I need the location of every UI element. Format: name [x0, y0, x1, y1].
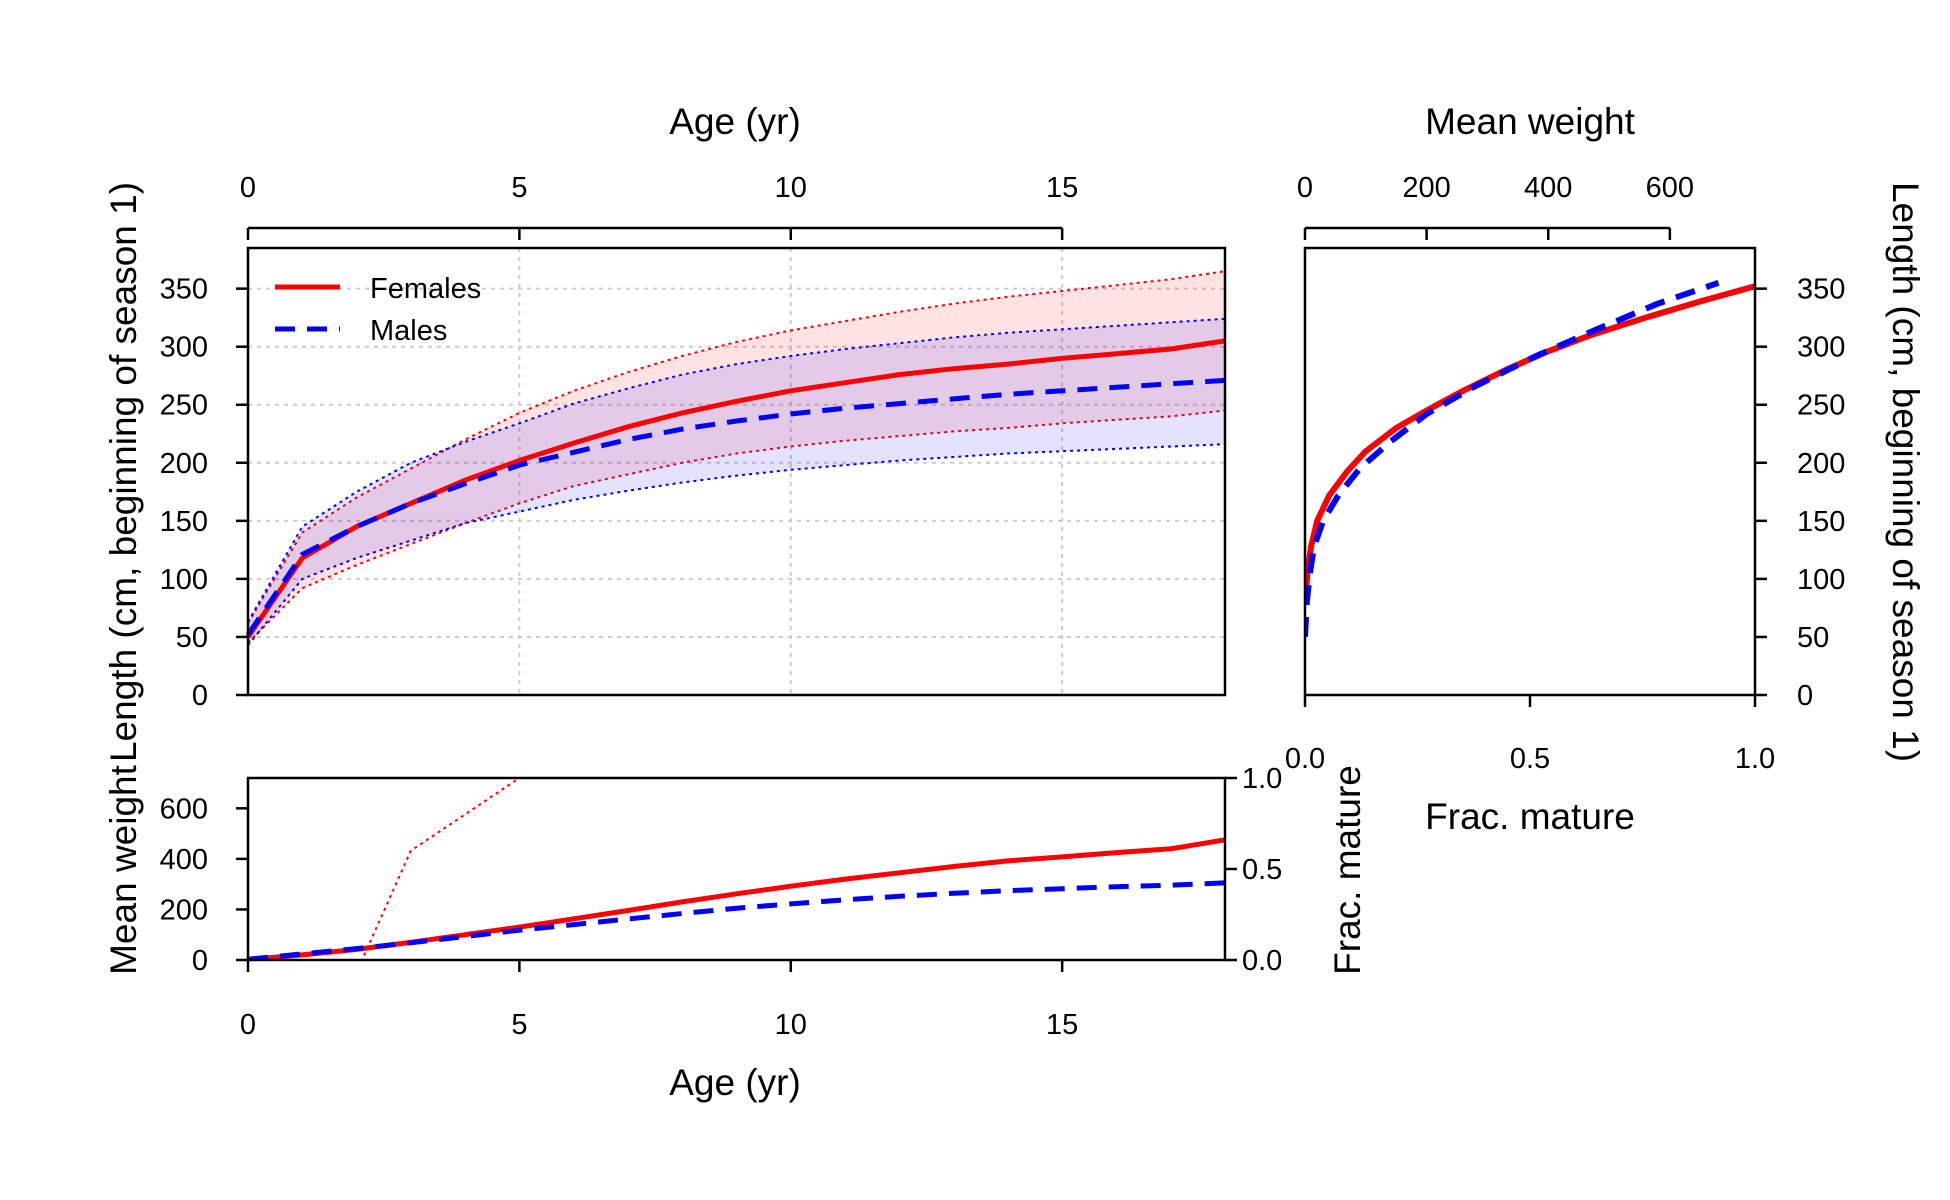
- left-y-tick-label-50: 50: [176, 622, 208, 654]
- length-weight-plot-frame: [1303, 246, 1757, 697]
- bottom-x-tick-label-5: 5: [511, 1009, 527, 1041]
- weight-maturity-panel: 0 5 10 15 0 200 400 600 0.0 0.5 1.0 Age (yr) Mean …: [103, 763, 1368, 1103]
- females-length-line: [245, 338, 1226, 639]
- top-x-tick-label-5: 5: [511, 172, 527, 204]
- left-y-tick-label-250: 250: [160, 390, 208, 422]
- maturity-bottom-tick-label-0.5: 0.5: [1510, 743, 1550, 775]
- weight-y-tick-label-200: 200: [160, 894, 208, 926]
- weight-plot-frame: [246, 776, 1227, 962]
- weight-panel-xlabel: Age (yr): [669, 1062, 801, 1103]
- legend-females-label: Females: [370, 273, 481, 305]
- weight-y-tick-label-600: 600: [160, 793, 208, 825]
- females-lower-bound-line: [247, 409, 1226, 644]
- series-line-0: [248, 837, 1225, 960]
- length-weight-top-xlabel: Mean weight: [1425, 101, 1636, 142]
- length-weight-bottom-xlabel: Frac. mature: [1425, 796, 1635, 837]
- maturity-bottom-tick-label-0.0: 0.0: [1285, 743, 1325, 775]
- males-upper-bound-line: [247, 317, 1226, 623]
- length-plot-frame: [246, 246, 1227, 697]
- maturity-y-tick-label-0.5: 0.5: [1242, 854, 1282, 886]
- left-y-tick-label-150: 150: [160, 506, 208, 538]
- females-length-weight-line: [1305, 283, 1755, 603]
- length-weight-ticks: 0 200 400 600 0.0 0.5 1.0 0 50 100 150 200 250 300 350: [1285, 172, 1846, 775]
- weight-panel-ylabel: Mean weight: [103, 764, 144, 975]
- left-y-tick-label-350: 350: [160, 274, 208, 306]
- weight-top-tick-label-400: 400: [1524, 172, 1572, 204]
- maturity-y-tick-label-1.0: 1.0: [1242, 763, 1282, 795]
- right-y-tick-label-150: 150: [1797, 506, 1845, 538]
- left-y-tick-label-200: 200: [160, 448, 208, 480]
- maturity-y-tick-label-0.0: 0.0: [1242, 945, 1282, 977]
- legend: Females Males: [275, 273, 481, 347]
- left-y-tick-label-100: 100: [160, 564, 208, 596]
- series-line-1: [248, 880, 1225, 960]
- length-panel-top-xlabel: Age (yr): [669, 101, 801, 142]
- weight-y-tick-label-0: 0: [192, 945, 208, 977]
- males-length-line: [245, 377, 1226, 637]
- left-y-tick-label-0: 0: [192, 680, 208, 712]
- length-lines: [245, 338, 1226, 639]
- males-length-weight-line: [1305, 279, 1720, 638]
- maturity-panel-ylabel: Frac. mature: [1327, 765, 1368, 975]
- weight-y-tick-label-400: 400: [160, 844, 208, 876]
- right-y-tick-label-100: 100: [1797, 564, 1845, 596]
- series-line-2: [248, 778, 520, 960]
- length-weight-panel: 0 200 400 600 0.0 0.5 1.0 0 50 100 150 200 250 300 350…: [1285, 101, 1926, 837]
- males-interval-band: [248, 318, 1225, 646]
- right-y-tick-label-0: 0: [1797, 680, 1813, 712]
- weight-top-tick-label-0: 0: [1297, 172, 1313, 204]
- right-y-tick-label-200: 200: [1797, 448, 1845, 480]
- length-panel-ylabel: Length (cm, beginning of season 1): [103, 182, 144, 762]
- right-y-tick-label-50: 50: [1797, 622, 1829, 654]
- left-y-tick-label-300: 300: [160, 332, 208, 364]
- males-lower-bound-line: [247, 443, 1226, 646]
- legend-males-label: Males: [370, 315, 447, 347]
- weight-maturity-lines: [248, 778, 1225, 960]
- bottom-x-tick-label-0: 0: [240, 1009, 256, 1041]
- right-y-tick-label-300: 300: [1797, 332, 1845, 364]
- bottom-x-tick-label-10: 10: [775, 1009, 807, 1041]
- bottom-x-tick-label-15: 15: [1046, 1009, 1078, 1041]
- top-x-tick-label-0: 0: [240, 172, 256, 204]
- right-y-tick-label-350: 350: [1797, 274, 1845, 306]
- right-y-tick-label-250: 250: [1797, 390, 1845, 422]
- weight-top-tick-label-200: 200: [1402, 172, 1450, 204]
- weight-ticks: 0 5 10 15 0 200 400 600 0.0 0.5 1.0: [160, 763, 1283, 1041]
- length-weight-right-ylabel: Length (cm, beginning of season 1): [1885, 182, 1926, 762]
- females-upper-bound-line: [247, 270, 1226, 624]
- top-x-tick-label-15: 15: [1046, 172, 1078, 204]
- top-x-tick-label-10: 10: [775, 172, 807, 204]
- maturity-bottom-tick-label-1.0: 1.0: [1735, 743, 1775, 775]
- length-weight-lines: [1305, 279, 1755, 638]
- weight-top-tick-label-600: 600: [1646, 172, 1694, 204]
